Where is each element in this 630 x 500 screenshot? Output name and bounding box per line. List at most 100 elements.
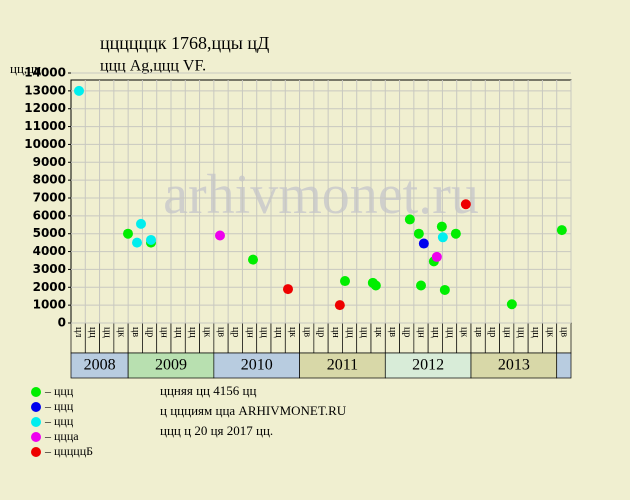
year-band xyxy=(384,352,472,379)
note: ц ццциям цца ARHIVMONET.RU xyxy=(160,403,347,418)
chart-title: ццццццк 1768,ццы цД xyxy=(100,33,269,53)
watermark: arhivmonet.ru xyxy=(163,164,479,226)
point xyxy=(416,280,426,291)
x-tick-label: цл xyxy=(73,327,84,337)
point xyxy=(460,199,471,210)
y-tick-label: 0 xyxy=(58,316,66,330)
y-tick-label: 8000 xyxy=(33,173,66,187)
plot-area xyxy=(70,79,572,324)
point xyxy=(334,300,345,311)
x-tick-label: цц xyxy=(87,327,98,338)
x-tick-label: цк xyxy=(373,327,384,337)
x-tick-label: цн xyxy=(244,327,255,338)
x-tick-label: цр xyxy=(401,327,412,337)
x-tick-label: цц xyxy=(101,327,112,338)
x-tick-label: цц xyxy=(173,327,184,338)
x-tick-label: цн xyxy=(416,327,427,338)
year-label: 2009 xyxy=(155,357,187,374)
year-band xyxy=(556,352,572,379)
point xyxy=(439,284,450,295)
legend-label: – ццца xyxy=(44,429,79,443)
point xyxy=(556,225,567,236)
y-tick-label: 7000 xyxy=(33,191,66,205)
y-tick-label: 2000 xyxy=(33,280,66,294)
x-tick-label: цц xyxy=(430,327,441,338)
y-tick-label: 14000 xyxy=(24,66,66,80)
point xyxy=(132,237,142,248)
x-tick-label: цр xyxy=(144,327,155,337)
x-tick-label: цц xyxy=(516,327,527,338)
note: ццц ц 20 ця 2017 цц. xyxy=(160,423,273,438)
point xyxy=(146,234,156,245)
x-tick-label: цц xyxy=(344,327,355,338)
y-tick-label: 1000 xyxy=(33,298,66,312)
x-tick-label: цн xyxy=(159,327,170,338)
legend-label: – ццц xyxy=(44,399,74,413)
point xyxy=(506,299,517,310)
point xyxy=(123,228,133,239)
x-tick-label: цн xyxy=(501,327,512,338)
legend-marker xyxy=(31,387,41,397)
x-tick-label: цр xyxy=(316,327,327,337)
y-tick-label: 6000 xyxy=(33,208,66,222)
y-tick-label: 3000 xyxy=(33,262,66,276)
point xyxy=(436,221,447,232)
y-tick-label: 10000 xyxy=(24,137,66,151)
x-tick-label: цн xyxy=(330,327,341,338)
point xyxy=(418,238,429,249)
x-tick-label: цц xyxy=(259,327,270,338)
year-label: 2010 xyxy=(241,357,273,374)
point xyxy=(431,251,442,262)
x-tick-label: цв xyxy=(216,327,227,337)
legend-label: – ццц xyxy=(44,414,74,428)
year-label: 2013 xyxy=(498,357,530,374)
x-tick-label: цк xyxy=(201,327,212,337)
x-tick-label: цв xyxy=(473,327,484,337)
point xyxy=(413,228,424,239)
point xyxy=(437,232,448,243)
y-tick-label: 13000 xyxy=(24,83,66,97)
year-label: 2011 xyxy=(327,357,358,374)
year-label: 2008 xyxy=(84,357,116,374)
x-tick-label: цц xyxy=(359,327,370,338)
point xyxy=(136,218,146,229)
point xyxy=(283,284,293,295)
point xyxy=(340,276,350,287)
legend-label: – цццццБ xyxy=(44,444,93,458)
y-tick-label: 12000 xyxy=(24,101,66,115)
x-tick-label: цц xyxy=(273,327,284,338)
y-tick-label: 4000 xyxy=(33,244,66,258)
year-band xyxy=(70,352,129,379)
year-band xyxy=(127,352,215,379)
chart-subtitle: ццц Ag,ццц VF. xyxy=(100,58,206,75)
y-axis-label: цц,цц xyxy=(10,61,41,76)
x-tick-label: цк xyxy=(116,327,127,337)
point xyxy=(248,254,258,265)
legend-marker xyxy=(31,432,41,442)
point xyxy=(215,230,225,241)
point xyxy=(370,280,381,291)
x-tick-label: цр xyxy=(230,327,241,337)
y-tick-label: 11000 xyxy=(24,119,66,133)
legend-marker xyxy=(31,402,41,412)
x-tick-label: цк xyxy=(287,327,298,337)
x-tick-label: цв xyxy=(387,327,398,337)
note: ццняя цц 4156 цц xyxy=(160,383,256,398)
point xyxy=(74,85,84,96)
x-tick-label: цк xyxy=(459,327,470,337)
x-tick-label: цв xyxy=(559,327,570,337)
year-band xyxy=(470,352,558,379)
year-band xyxy=(213,352,300,379)
x-tick-label: цв xyxy=(301,327,312,337)
x-tick-label: цр xyxy=(487,327,498,337)
legend-marker xyxy=(31,447,41,457)
x-tick-label: цв xyxy=(130,327,141,337)
x-tick-label: цц xyxy=(187,327,198,338)
y-tick-label: 5000 xyxy=(33,226,66,240)
year-label: 2012 xyxy=(412,357,444,374)
x-tick-label: цц xyxy=(530,327,541,338)
point xyxy=(450,228,461,239)
legend-marker xyxy=(31,417,41,427)
